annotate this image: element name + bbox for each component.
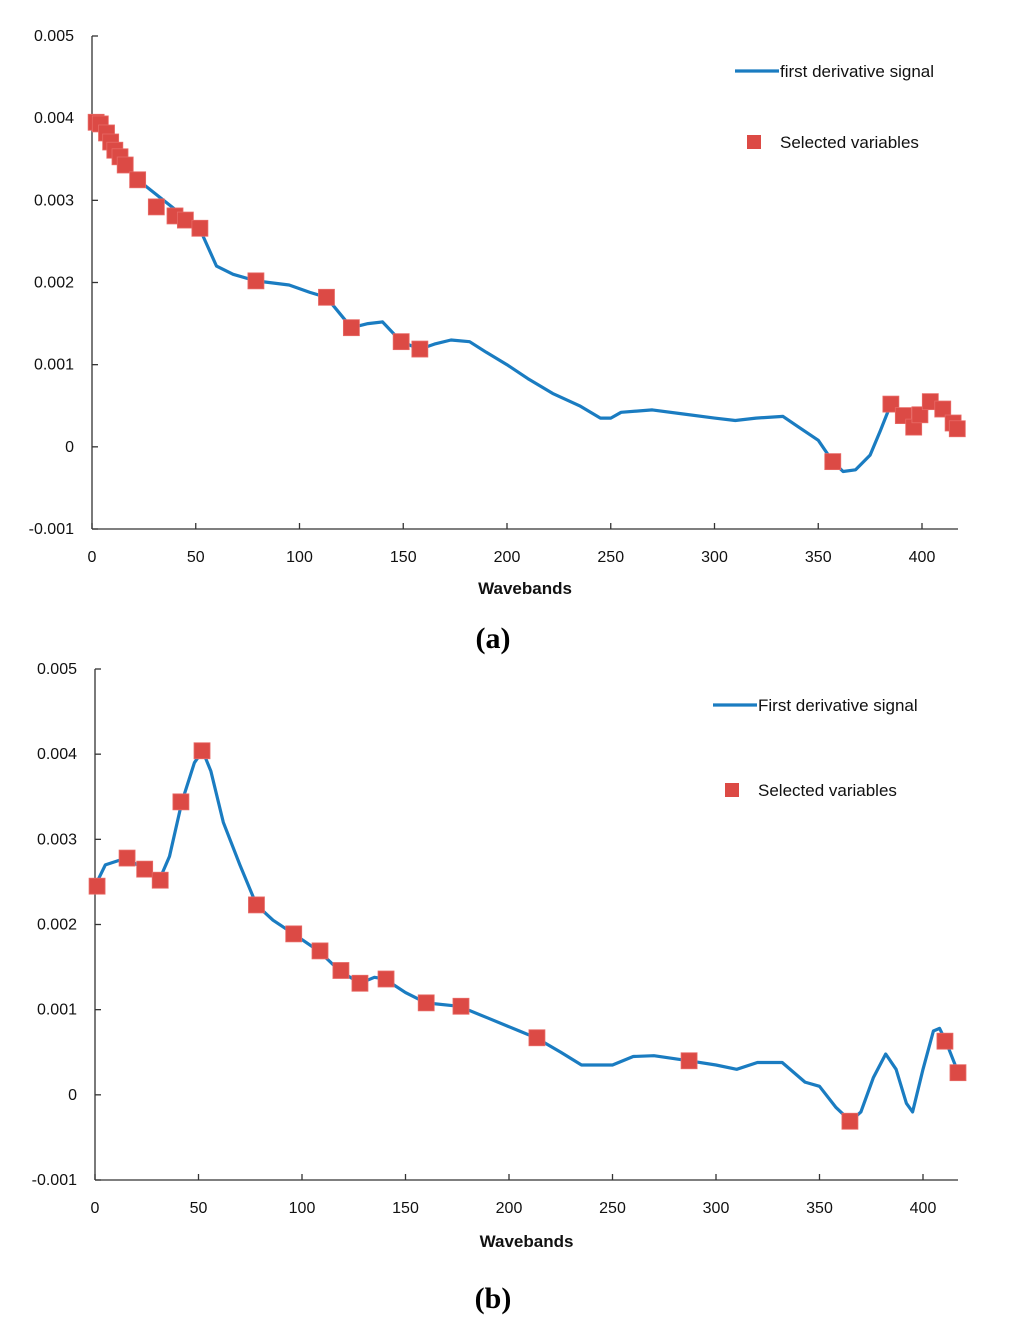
y-tick-label: 0.003 (34, 192, 74, 209)
x-tick-label: 150 (392, 1200, 419, 1217)
x-tick-label: 250 (599, 1200, 626, 1217)
x-axis-title: Wavebands (478, 579, 572, 598)
legend-label: first derivative signal (780, 62, 934, 81)
selected-variable-marker (824, 453, 842, 471)
selected-variable-marker (311, 942, 329, 960)
x-axis-title: Wavebands (480, 1232, 574, 1251)
signal-line (90, 117, 959, 474)
y-tick-label: 0.005 (34, 28, 74, 45)
selected-variable-marker (377, 970, 395, 988)
selected-variable-marker (411, 340, 429, 358)
x-tick-label: 400 (909, 549, 936, 566)
selected-variable-marker (936, 1032, 954, 1050)
selected-variable-marker (191, 219, 209, 237)
x-tick-label: 400 (910, 1200, 937, 1217)
x-tick-label: 150 (390, 549, 417, 566)
legend-marker-swatch (725, 783, 739, 797)
x-tick-label: 350 (806, 1200, 833, 1217)
selected-variable-marker (151, 871, 169, 889)
x-tick-label: 100 (289, 1200, 316, 1217)
selected-variable-marker (247, 272, 265, 290)
y-tick-label: 0.004 (37, 746, 77, 763)
y-tick-label: 0 (65, 439, 74, 456)
chart-panel-a: -0.001 0 0.001 0.002 0.003 0.004 0.005 0 50 100 15… (29, 28, 966, 655)
y-tick-label: 0.002 (37, 917, 77, 934)
selected-variable-marker (129, 171, 147, 189)
y-tick-label: -0.001 (32, 1172, 77, 1189)
chart-panel-b: -0.001 0 0.001 0.002 0.003 0.004 0.005 0 50 100 15… (32, 661, 967, 1315)
x-tick-label: 300 (703, 1200, 730, 1217)
y-tick-label: -0.001 (29, 521, 74, 538)
x-tick-label: 0 (88, 549, 97, 566)
selected-variable-marker (392, 333, 410, 351)
selected-variable-marker (841, 1112, 859, 1130)
y-tick-label: 0 (68, 1087, 77, 1104)
legend-marker-swatch (747, 135, 761, 149)
selected-variable-marker (136, 860, 154, 878)
x-tick-label: 350 (805, 549, 832, 566)
legend-label: First derivative signal (758, 696, 918, 715)
selected-variable-marker (948, 420, 966, 438)
panel-caption: (a) (476, 622, 511, 655)
selected-variable-marker (147, 198, 165, 216)
y-tick-label: 0.003 (37, 831, 77, 848)
selected-variable-marker (949, 1064, 967, 1082)
x-tick-label: 200 (496, 1200, 523, 1217)
selected-variable-marker (285, 925, 303, 943)
y-tick-label: 0.002 (34, 275, 74, 292)
panel-caption: (b) (475, 1282, 512, 1315)
selected-variable-marker (452, 997, 470, 1015)
x-tick-label: 300 (701, 549, 728, 566)
selected-variable-marker (342, 319, 360, 337)
selected-variable-marker (332, 962, 350, 979)
selected-variable-marker (528, 1029, 546, 1047)
y-tick-label: 0.001 (37, 1002, 77, 1019)
y-tick-label: 0.005 (37, 661, 77, 678)
y-tick-label: 0.004 (34, 110, 74, 127)
legend-label: Selected variables (758, 781, 897, 800)
selected-variable-marker (172, 793, 190, 811)
selected-variable-marker (882, 395, 900, 413)
selected-variable-marker (934, 400, 952, 418)
x-tick-label: 200 (494, 549, 521, 566)
legend-label: Selected variables (780, 133, 919, 152)
selected-variable-marker (351, 974, 369, 992)
selected-variable-marker (248, 896, 265, 914)
y-tick-label: 0.001 (34, 357, 74, 374)
signal-line (93, 749, 960, 1123)
selected-variable-marker (318, 288, 335, 306)
selected-variable-marker (176, 211, 194, 229)
selected-variable-marker (116, 156, 134, 174)
selected-variable-marker (193, 742, 211, 760)
x-tick-label: 100 (286, 549, 313, 566)
x-tick-label: 50 (190, 1200, 208, 1217)
selected-variable-marker (417, 994, 435, 1012)
selected-variable-marker (118, 849, 136, 867)
x-tick-label: 50 (187, 549, 205, 566)
x-tick-label: 0 (91, 1200, 100, 1217)
selected-variable-marker (911, 406, 929, 424)
selected-variable-marker (680, 1052, 698, 1070)
selected-variable-marker (88, 877, 106, 895)
x-tick-label: 250 (597, 549, 624, 566)
